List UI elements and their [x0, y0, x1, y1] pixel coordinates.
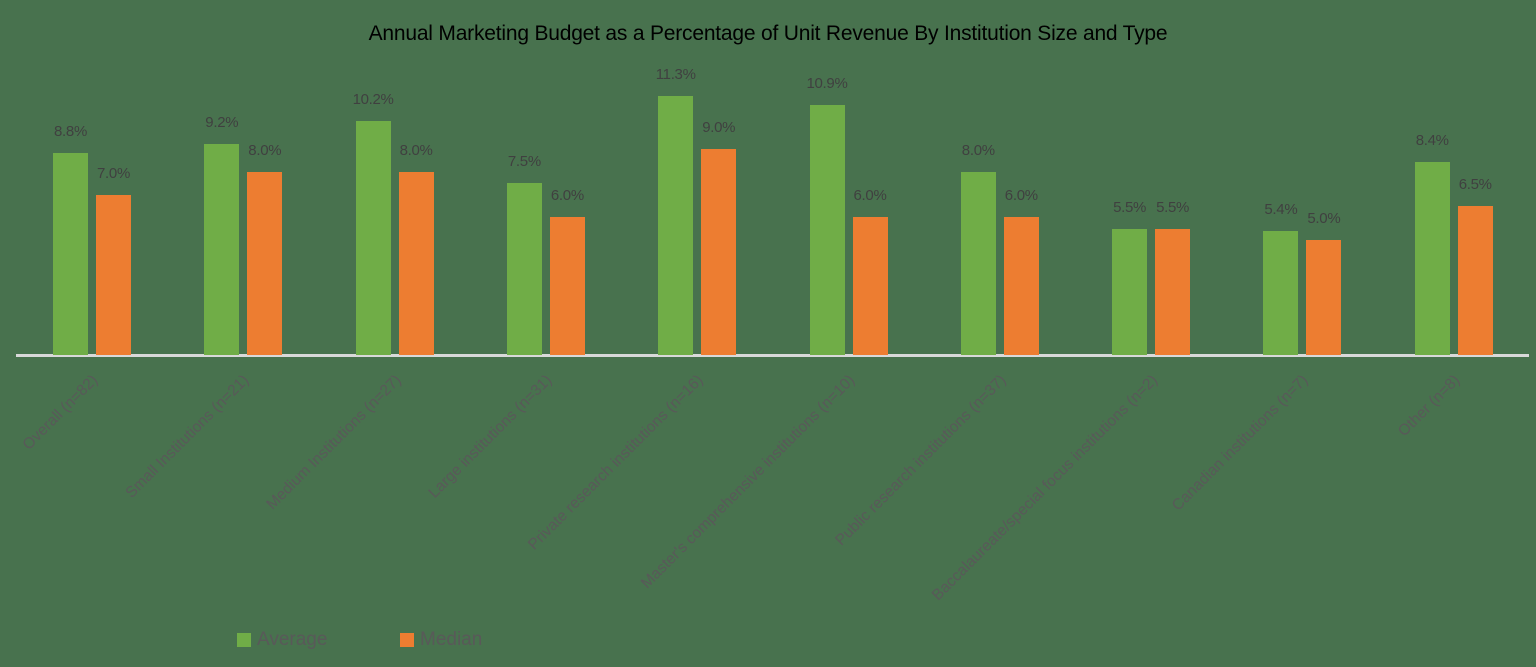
- data-label: 10.9%: [806, 75, 848, 93]
- bar-median[interactable]: [1155, 228, 1191, 355]
- bar-average[interactable]: [355, 121, 391, 355]
- bar-average[interactable]: [658, 96, 694, 355]
- bar-average[interactable]: [1414, 162, 1450, 355]
- x-tick-label: Private research institutions (n=16): [525, 371, 707, 554]
- bar-median[interactable]: [398, 171, 434, 355]
- legend-label: Average: [257, 629, 328, 650]
- bar-average[interactable]: [809, 105, 845, 355]
- legend-item-average[interactable]: Average: [237, 629, 327, 651]
- data-label: 6.0%: [550, 187, 584, 205]
- bar-average[interactable]: [1263, 231, 1299, 355]
- legend-swatch-icon: [400, 633, 414, 647]
- bar-median[interactable]: [1457, 206, 1493, 355]
- x-tick-label: Other (n=8): [1394, 371, 1464, 441]
- data-label: 8.0%: [399, 141, 433, 159]
- data-label: 10.2%: [352, 91, 394, 109]
- data-label: 8.8%: [54, 123, 87, 141]
- bar-average[interactable]: [506, 183, 542, 355]
- legend-item-median[interactable]: Median: [400, 629, 482, 651]
- x-axis-line: [16, 354, 1529, 357]
- bar-median[interactable]: [852, 217, 888, 355]
- data-label: 5.0%: [1307, 210, 1341, 228]
- chart-title: Annual Marketing Budget as a Percentage …: [368, 22, 1168, 45]
- data-label: 9.0%: [702, 118, 736, 136]
- bar-median[interactable]: [1306, 240, 1342, 355]
- bar-average[interactable]: [1112, 228, 1148, 355]
- x-tick-label: Canadian institutions (n=7): [1169, 371, 1312, 515]
- legend-swatch-icon: [237, 633, 251, 647]
- x-tick-label: Medium Institutions (n=27): [262, 371, 405, 514]
- x-tick-label: Overall (n=82): [19, 371, 102, 454]
- bar-average[interactable]: [204, 144, 240, 355]
- x-tick-label: Public research institutions (n=37): [831, 371, 1010, 550]
- bar-median[interactable]: [549, 217, 585, 355]
- data-label: 6.0%: [1004, 187, 1038, 205]
- data-label: 9.2%: [205, 114, 239, 132]
- data-label: 6.0%: [853, 187, 887, 205]
- data-label: 5.4%: [1264, 201, 1298, 219]
- data-label: 8.4%: [1415, 132, 1449, 150]
- bar-median[interactable]: [96, 194, 131, 355]
- bar-median[interactable]: [1003, 217, 1039, 355]
- data-label: 8.0%: [248, 141, 282, 159]
- data-label: 6.5%: [1458, 176, 1492, 194]
- x-tick-label: Large institutions (n=31): [425, 371, 556, 502]
- bar-average[interactable]: [960, 171, 996, 355]
- data-label: 11.3%: [655, 66, 696, 83]
- data-label: 5.5%: [1156, 198, 1190, 216]
- data-label: 7.5%: [507, 153, 541, 171]
- x-tick-label: Small Institutions (n=21): [122, 371, 253, 502]
- data-label: 5.5%: [1113, 198, 1147, 216]
- legend-label: Median: [420, 629, 483, 650]
- bar-average[interactable]: [53, 153, 88, 355]
- bar-median[interactable]: [701, 148, 737, 355]
- data-label: 7.0%: [97, 164, 130, 182]
- data-label: 8.0%: [961, 141, 995, 159]
- bar-median[interactable]: [247, 171, 283, 355]
